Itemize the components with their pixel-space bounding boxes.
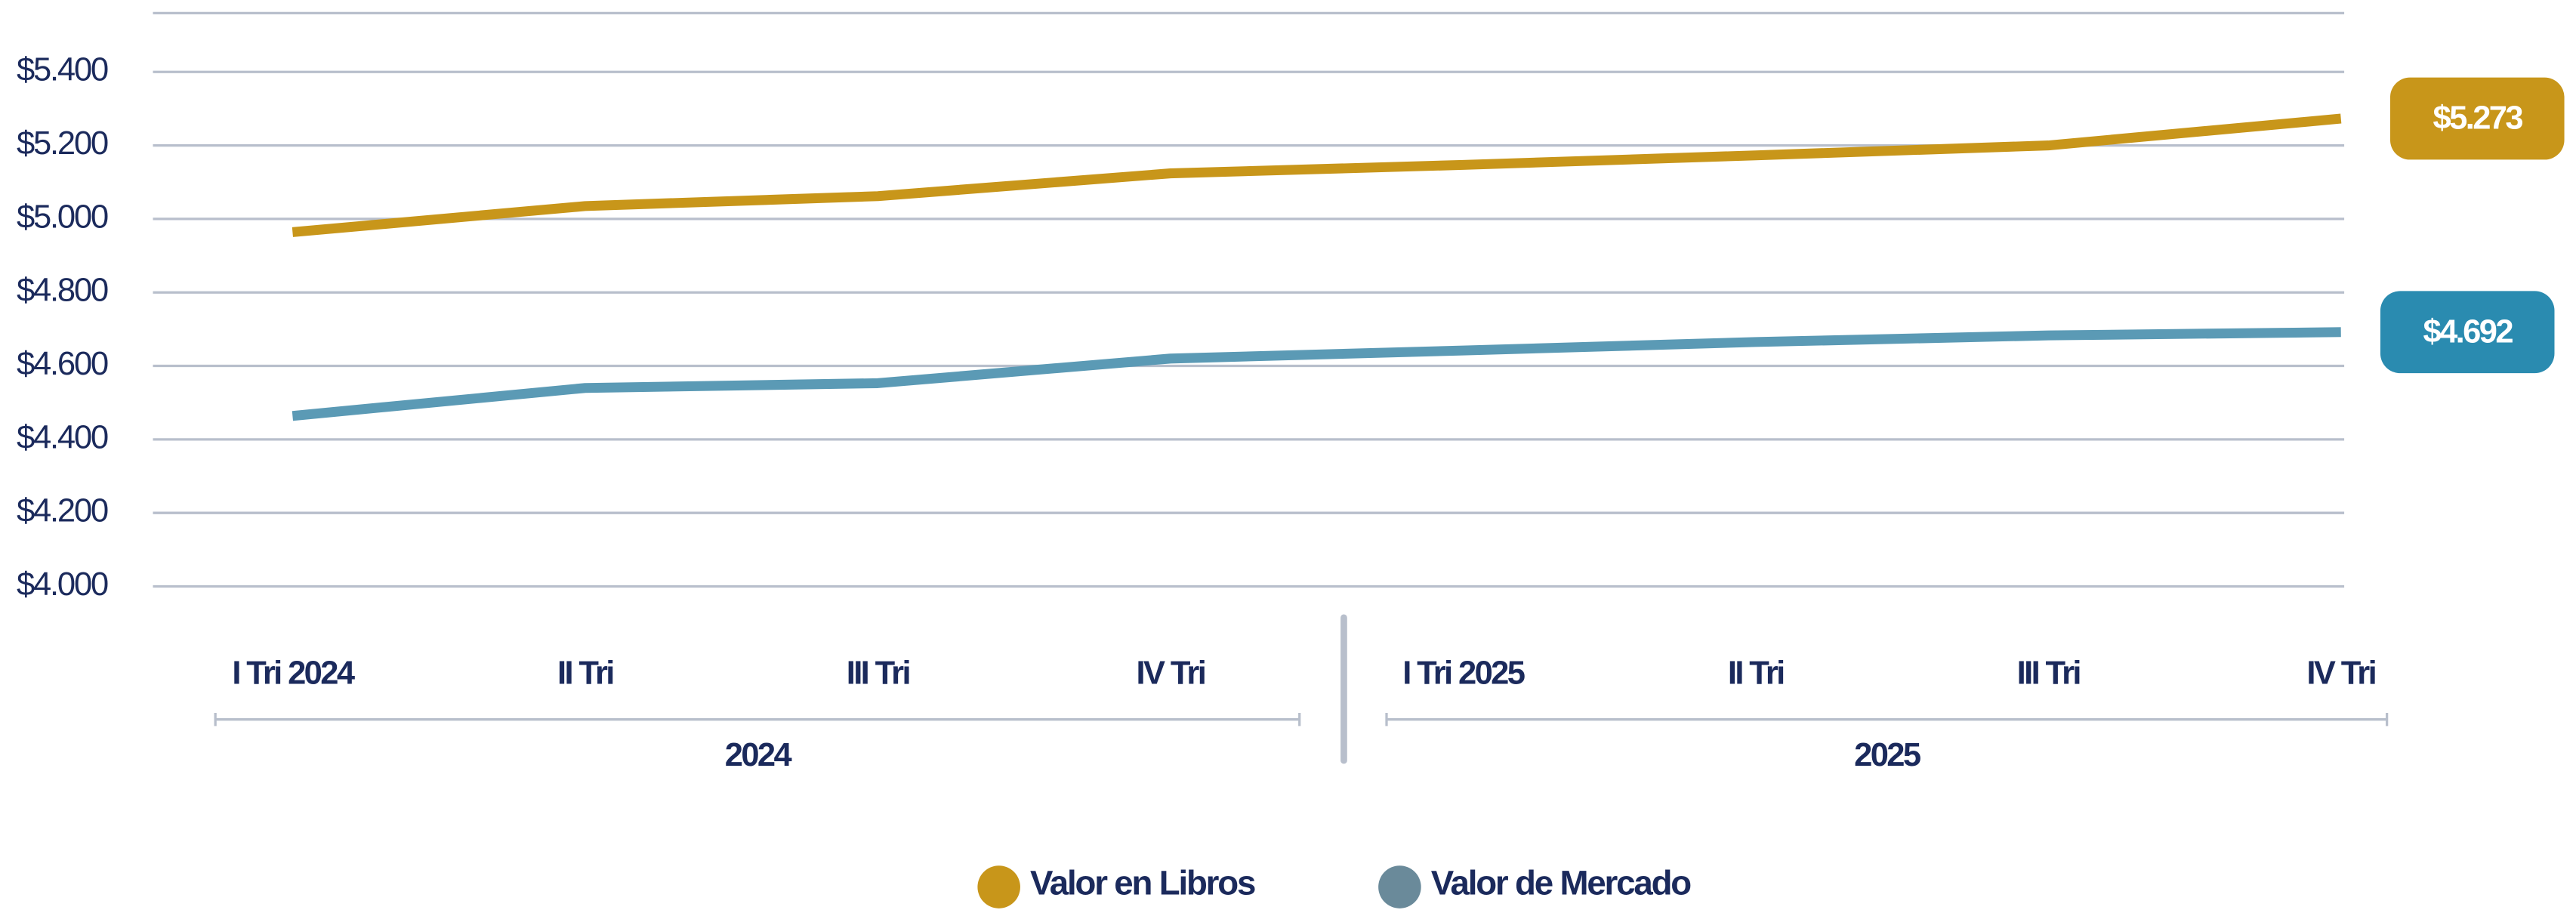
y-tick-label: $4.600 [17, 346, 108, 382]
group-label: 2024 [725, 737, 792, 773]
legend-marker [977, 865, 1020, 908]
y-tick-label: $4.200 [17, 493, 108, 529]
x-tick-label: III Tri [2017, 655, 2080, 691]
x-tick-label: II Tri [1728, 655, 1784, 691]
y-tick-label: $5.400 [17, 52, 108, 88]
value-label-box [2380, 291, 2555, 374]
x-tick-label: II Tri [557, 655, 613, 691]
value-label-box [2389, 77, 2565, 160]
series-line [292, 327, 2341, 421]
series-line [292, 113, 2342, 237]
y-tick-label: $5.000 [17, 199, 108, 235]
legend-label: Valor en Libros [1030, 863, 1255, 902]
value-label: $5.273 [2433, 100, 2523, 137]
value-label: $4.692 [2423, 313, 2513, 350]
x-tick-label: III Tri [847, 655, 909, 691]
y-tick-label: $4.000 [17, 566, 108, 603]
x-tick-label: I Tri 2025 [1402, 655, 1525, 691]
x-tick-label: IV Tri [2306, 655, 2375, 691]
x-tick-label: I Tri 2024 [232, 655, 355, 691]
legend-marker [1378, 865, 1421, 908]
x-tick-label: IV Tri [1136, 655, 1205, 691]
y-tick-label: $5.200 [17, 125, 108, 162]
legend-label: Valor de Mercado [1431, 863, 1692, 902]
y-tick-label: $4.400 [17, 419, 108, 455]
group-label: 2025 [1854, 737, 1920, 773]
y-tick-label: $4.800 [17, 273, 108, 309]
